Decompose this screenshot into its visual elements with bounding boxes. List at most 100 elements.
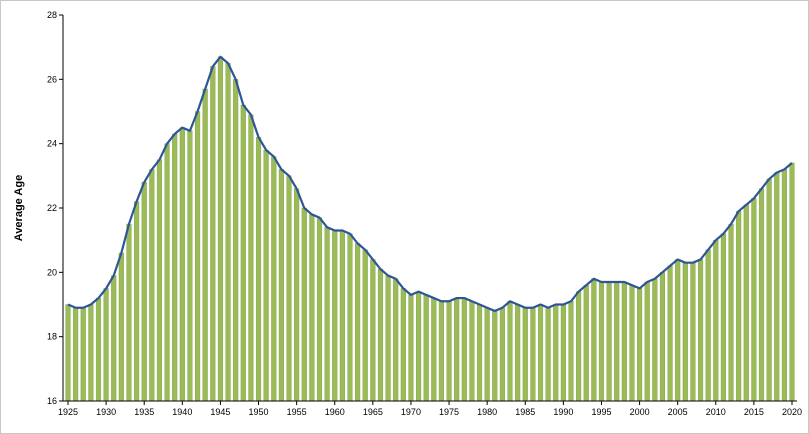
bar-1956 <box>301 207 307 402</box>
bar-1962 <box>347 233 353 402</box>
bar-2010 <box>713 239 719 402</box>
bar-1939 <box>172 133 178 402</box>
bar-1940 <box>179 127 185 402</box>
bar-1967 <box>385 275 391 402</box>
bar-1975 <box>446 301 452 402</box>
bar-1944 <box>210 66 216 402</box>
bar-1949 <box>248 114 254 402</box>
bar-1952 <box>271 156 277 402</box>
bar-1972 <box>423 294 429 402</box>
x-tick-label: 1965 <box>363 407 383 417</box>
bar-1934 <box>134 201 140 402</box>
y-tick-label: 20 <box>47 267 57 277</box>
bar-2000 <box>637 288 643 402</box>
x-tick-label: 1970 <box>401 407 421 417</box>
bar-1925 <box>65 304 71 402</box>
bar-2004 <box>667 265 673 402</box>
bar-1991 <box>568 301 574 402</box>
bar-1963 <box>355 243 361 402</box>
bar-1971 <box>416 291 422 402</box>
x-tick-label: 2020 <box>782 407 802 417</box>
x-tick-label: 2000 <box>630 407 650 417</box>
x-tick-label: 1945 <box>210 407 230 417</box>
bar-2012 <box>728 223 734 402</box>
y-tick-label: 26 <box>47 74 57 84</box>
bar-1999 <box>629 285 635 402</box>
bar-1950 <box>255 137 262 402</box>
bar-1926 <box>73 307 79 402</box>
bar-1986 <box>530 307 536 402</box>
x-tick-label: 1975 <box>439 407 459 417</box>
bar-1995 <box>598 281 605 402</box>
bar-1927 <box>80 307 86 402</box>
bar-2020 <box>789 162 795 402</box>
bar-1936 <box>149 169 155 402</box>
bar-1932 <box>118 252 124 402</box>
bar-1942 <box>194 111 201 402</box>
bar-1973 <box>431 297 437 402</box>
y-tick-layer: 16 18 20 22 24 26 28 <box>47 10 63 406</box>
y-axis-title: Average Age <box>13 175 25 241</box>
x-tick-label: 1935 <box>134 407 154 417</box>
bar-1992 <box>576 291 582 402</box>
bar-1990 <box>560 304 566 402</box>
y-tick-label: 28 <box>47 10 57 20</box>
bar-2005 <box>675 259 681 402</box>
x-tick-label: 2015 <box>744 407 764 417</box>
bar-1977 <box>461 297 467 402</box>
bar-1968 <box>393 278 399 402</box>
bar-1994 <box>591 278 597 402</box>
bar-1931 <box>111 275 117 402</box>
bar-1993 <box>583 285 589 402</box>
bar-2016 <box>758 188 765 402</box>
x-tick-label: 1995 <box>591 407 611 417</box>
bar-1964 <box>362 249 368 402</box>
bar-2001 <box>644 281 650 402</box>
bar-1933 <box>126 223 132 402</box>
bar-1980 <box>484 307 490 402</box>
bar-1978 <box>469 301 475 402</box>
line-layer <box>67 55 793 313</box>
bar-1982 <box>499 307 505 402</box>
x-tick-label: 2005 <box>668 407 688 417</box>
bar-1966 <box>377 268 384 402</box>
x-tick-label: 1960 <box>325 407 345 417</box>
x-tick-label: 1955 <box>287 407 307 417</box>
average-age-line <box>67 55 793 313</box>
y-tick-label: 22 <box>47 203 57 213</box>
bar-1989 <box>553 304 559 402</box>
bar-2013 <box>736 211 742 402</box>
bar-2015 <box>751 198 757 402</box>
bar-1998 <box>621 281 627 402</box>
bar-1985 <box>522 307 528 402</box>
bar-1979 <box>476 304 483 402</box>
bar-1953 <box>278 169 284 402</box>
bar-1930 <box>103 288 109 402</box>
y-tick-label: 18 <box>47 332 57 342</box>
bar-1976 <box>454 297 460 402</box>
bar-1937 <box>156 159 163 402</box>
bar-1984 <box>515 304 521 402</box>
x-tick-label: 1950 <box>249 407 269 417</box>
bar-1947 <box>233 79 239 402</box>
x-tick-label: 1980 <box>477 407 497 417</box>
bar-2002 <box>652 278 658 402</box>
y-tick-label: 16 <box>47 396 57 406</box>
bar-1945 <box>217 56 223 402</box>
bar-2017 <box>766 178 772 402</box>
bar-1981 <box>492 310 498 402</box>
bar-1957 <box>309 214 315 402</box>
bar-1983 <box>507 301 513 402</box>
bar-1958 <box>316 217 323 402</box>
bar-1938 <box>164 143 170 402</box>
bar-1946 <box>225 63 231 402</box>
x-tick-layer: 1925 1930 1935 1940 1945 1950 1955 1960 1965 1970… <box>58 401 802 417</box>
bar-1935 <box>141 182 147 402</box>
bar-1965 <box>370 259 376 402</box>
bar-1959 <box>324 227 330 402</box>
bar-1970 <box>408 294 414 402</box>
x-tick-label: 1985 <box>515 407 535 417</box>
bar-2003 <box>659 272 666 402</box>
bar-1988 <box>545 307 551 402</box>
